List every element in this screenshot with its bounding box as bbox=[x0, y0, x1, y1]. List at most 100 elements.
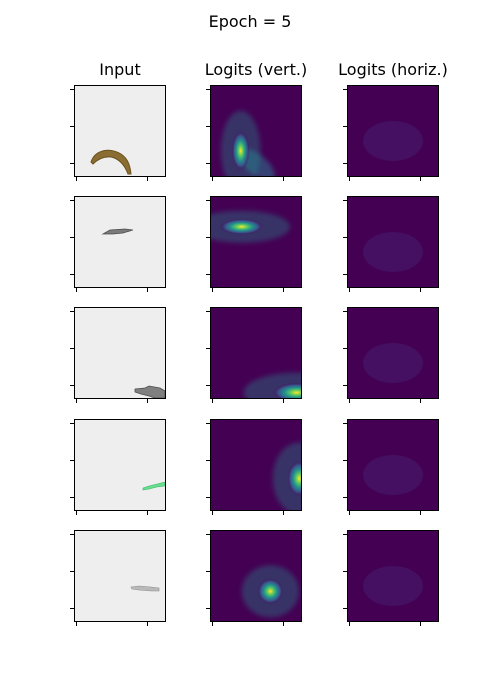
panel-input-row-1 bbox=[74, 196, 166, 288]
panel-input-row-0 bbox=[74, 85, 166, 177]
y-tick-input-0-0 bbox=[70, 89, 74, 90]
y-tick-horiz-1-1 bbox=[343, 237, 347, 238]
x-tick-horiz-3-0 bbox=[349, 511, 350, 515]
horiz-faint-1 bbox=[363, 232, 423, 272]
x-tick-horiz-0-0 bbox=[349, 177, 350, 181]
x-tick-input-2-1 bbox=[147, 399, 148, 403]
image-input-row-2 bbox=[75, 308, 165, 398]
y-tick-horiz-0-2 bbox=[343, 163, 347, 164]
y-tick-input-2-1 bbox=[70, 348, 74, 349]
y-tick-input-1-0 bbox=[70, 200, 74, 201]
x-tick-vert-2-0 bbox=[212, 399, 213, 403]
horiz-faint-3 bbox=[363, 455, 423, 495]
x-tick-vert-2-1 bbox=[283, 399, 284, 403]
y-tick-input-2-2 bbox=[70, 385, 74, 386]
panel-input-row-4 bbox=[74, 530, 166, 622]
x-tick-horiz-4-0 bbox=[349, 622, 350, 626]
x-tick-vert-1-1 bbox=[283, 288, 284, 292]
y-tick-horiz-4-2 bbox=[343, 608, 347, 609]
y-tick-input-4-1 bbox=[70, 571, 74, 572]
panel-vert-row-3 bbox=[210, 419, 302, 511]
x-tick-vert-1-0 bbox=[212, 288, 213, 292]
x-tick-horiz-4-1 bbox=[420, 622, 421, 626]
x-tick-vert-0-0 bbox=[212, 177, 213, 181]
vert-peak-2 bbox=[272, 382, 301, 398]
panel-input-row-2 bbox=[74, 307, 166, 399]
x-tick-horiz-1-1 bbox=[420, 288, 421, 292]
input-object-0 bbox=[90, 149, 132, 175]
y-tick-vert-4-0 bbox=[206, 534, 210, 535]
panel-horiz-row-1 bbox=[347, 196, 439, 288]
image-horiz-row-4 bbox=[348, 531, 438, 621]
column-title-horiz: Logits (horiz.) bbox=[338, 60, 448, 79]
image-input-row-3 bbox=[75, 420, 165, 510]
image-vert-row-2 bbox=[211, 308, 301, 398]
y-tick-vert-4-1 bbox=[206, 571, 210, 572]
panel-vert-row-0 bbox=[210, 85, 302, 177]
y-tick-input-1-1 bbox=[70, 237, 74, 238]
y-tick-input-3-0 bbox=[70, 423, 74, 424]
image-horiz-row-2 bbox=[348, 308, 438, 398]
y-tick-vert-4-2 bbox=[206, 608, 210, 609]
panel-horiz-row-0 bbox=[347, 85, 439, 177]
suptitle: Epoch = 5 bbox=[208, 12, 292, 31]
x-tick-horiz-3-1 bbox=[420, 511, 421, 515]
x-tick-input-3-0 bbox=[76, 511, 77, 515]
x-tick-input-4-1 bbox=[147, 622, 148, 626]
y-tick-vert-2-0 bbox=[206, 311, 210, 312]
x-tick-horiz-2-0 bbox=[349, 399, 350, 403]
y-tick-input-0-1 bbox=[70, 126, 74, 127]
x-tick-vert-3-1 bbox=[283, 511, 284, 515]
input-object-3 bbox=[142, 481, 165, 491]
input-object-4 bbox=[130, 585, 160, 592]
y-tick-horiz-3-2 bbox=[343, 497, 347, 498]
y-tick-vert-0-2 bbox=[206, 163, 210, 164]
y-tick-vert-1-2 bbox=[206, 274, 210, 275]
y-tick-input-4-2 bbox=[70, 608, 74, 609]
image-horiz-row-3 bbox=[348, 420, 438, 510]
vert-peak-3 bbox=[287, 460, 301, 497]
image-horiz-row-0 bbox=[348, 86, 438, 176]
x-tick-horiz-1-0 bbox=[349, 288, 350, 292]
column-title-vert: Logits (vert.) bbox=[204, 60, 308, 79]
y-tick-input-1-2 bbox=[70, 274, 74, 275]
x-tick-input-2-0 bbox=[76, 399, 77, 403]
image-vert-row-4 bbox=[211, 531, 301, 621]
y-tick-horiz-1-0 bbox=[343, 200, 347, 201]
vert-peak-4 bbox=[257, 578, 284, 605]
y-tick-vert-3-2 bbox=[206, 497, 210, 498]
y-tick-vert-0-1 bbox=[206, 126, 210, 127]
x-tick-input-0-0 bbox=[76, 177, 77, 181]
panel-vert-row-2 bbox=[210, 307, 302, 399]
y-tick-vert-3-1 bbox=[206, 460, 210, 461]
y-tick-horiz-2-0 bbox=[343, 311, 347, 312]
y-tick-input-0-2 bbox=[70, 163, 74, 164]
panel-horiz-row-2 bbox=[347, 307, 439, 399]
x-tick-vert-3-0 bbox=[212, 511, 213, 515]
horiz-faint-4 bbox=[363, 566, 423, 606]
panel-vert-row-1 bbox=[210, 196, 302, 288]
y-tick-horiz-2-2 bbox=[343, 385, 347, 386]
input-object-1 bbox=[101, 228, 134, 235]
y-tick-input-4-0 bbox=[70, 534, 74, 535]
column-title-input: Input bbox=[99, 60, 141, 79]
y-tick-horiz-4-1 bbox=[343, 571, 347, 572]
image-vert-row-3 bbox=[211, 420, 301, 510]
y-tick-vert-2-2 bbox=[206, 385, 210, 386]
y-tick-vert-3-0 bbox=[206, 423, 210, 424]
vert-peak-0 bbox=[231, 130, 250, 171]
image-vert-row-1 bbox=[211, 197, 301, 287]
y-tick-vert-2-1 bbox=[206, 348, 210, 349]
x-tick-input-1-1 bbox=[147, 288, 148, 292]
y-tick-input-3-2 bbox=[70, 497, 74, 498]
x-tick-vert-4-0 bbox=[212, 622, 213, 626]
y-tick-horiz-1-2 bbox=[343, 274, 347, 275]
panel-horiz-row-4 bbox=[347, 530, 439, 622]
y-tick-horiz-4-0 bbox=[343, 534, 347, 535]
panel-horiz-row-3 bbox=[347, 419, 439, 511]
y-tick-horiz-3-1 bbox=[343, 460, 347, 461]
image-input-row-0 bbox=[75, 86, 165, 176]
x-tick-input-0-1 bbox=[147, 177, 148, 181]
vert-peak-1 bbox=[219, 218, 264, 235]
y-tick-vert-1-1 bbox=[206, 237, 210, 238]
